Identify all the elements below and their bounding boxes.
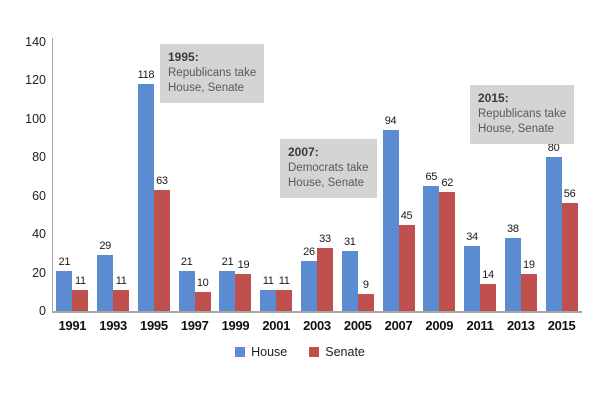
annotation-2015-title: 2015: <box>478 91 509 105</box>
legend: House Senate <box>0 345 600 359</box>
bar-senate-1995 <box>153 189 170 311</box>
bar-house-1999 <box>219 270 236 311</box>
value-label-house-1999: 21 <box>221 255 234 268</box>
x-axis-label-2003: 2003 <box>303 318 331 333</box>
value-label-house-1993: 29 <box>99 240 111 253</box>
bar-senate-1991 <box>72 289 89 311</box>
annotation-2015-line1: Republicans take <box>478 108 567 121</box>
x-axis-label-2013: 2013 <box>506 318 535 333</box>
bar-senate-2005 <box>357 293 374 311</box>
bar-house-2001 <box>260 289 277 311</box>
bar-house-1993 <box>97 255 114 311</box>
x-axis-label-1995: 1995 <box>140 318 168 333</box>
value-label-senate-2013: 19 <box>523 259 535 272</box>
value-label-senate-1993: 11 <box>115 274 127 287</box>
x-axis-label-1997: 1997 <box>180 318 209 333</box>
annotation-1995-line2: House, Senate <box>168 82 245 95</box>
x-axis-line <box>52 311 582 313</box>
value-label-house-2007: 94 <box>384 115 397 128</box>
bar-senate-1997 <box>194 291 211 311</box>
y-axis-tick-label-120: 120 <box>25 73 46 88</box>
x-axis-label-2007: 2007 <box>384 318 413 333</box>
bar-house-1991 <box>56 270 73 311</box>
annotation-1995-line1: Republicans take <box>168 67 257 80</box>
value-label-house-1995: 118 <box>137 69 155 82</box>
x-axis-label-1999: 1999 <box>221 318 250 333</box>
bar-senate-2011 <box>480 284 497 311</box>
bar-house-2007 <box>382 130 399 311</box>
annotation-1995: 1995: Republicans take House, Senate <box>160 44 265 103</box>
annotation-2015-line2: House, Senate <box>478 123 555 136</box>
value-label-senate-2011: 14 <box>482 269 494 282</box>
bar-senate-2001 <box>276 289 293 311</box>
value-label-senate-1997: 10 <box>196 276 209 289</box>
bar-senate-1993 <box>113 289 130 311</box>
annotation-1995-title: 1995: <box>168 50 199 64</box>
value-label-senate-2003: 33 <box>319 232 331 245</box>
bar-house-2015 <box>545 157 562 311</box>
bar-senate-2013 <box>520 274 537 311</box>
value-label-house-2001: 11 <box>262 274 274 287</box>
senate-swatch-icon <box>309 347 320 357</box>
y-axis-tick-label-80: 80 <box>32 150 46 165</box>
value-label-house-2005: 31 <box>343 236 356 249</box>
bar-house-2003 <box>301 261 317 311</box>
y-axis-tick-label-100: 100 <box>25 111 46 126</box>
annotation-2007-title: 2007: <box>288 145 319 159</box>
value-label-house-2015: 80 <box>547 142 560 155</box>
annotation-2007: 2007: Democrats take House, Senate <box>280 139 377 198</box>
bar-senate-2007 <box>398 224 415 311</box>
annotation-2007-line2: House, Senate <box>288 177 365 190</box>
value-label-senate-2007: 45 <box>400 209 413 222</box>
annotation-2007-line1: Democrats take <box>288 162 369 175</box>
x-axis-label-1991: 1991 <box>58 318 87 333</box>
value-label-senate-2001: 11 <box>278 274 290 287</box>
value-label-house-2011: 34 <box>466 230 478 243</box>
value-label-house-2013: 38 <box>507 222 519 235</box>
bar-house-2013 <box>504 237 521 311</box>
x-axis-label-2009: 2009 <box>425 318 454 333</box>
legend-label-house: House <box>251 345 288 359</box>
y-axis-tick-label-60: 60 <box>32 188 46 203</box>
x-axis-label-2005: 2005 <box>343 318 372 333</box>
value-label-senate-2009: 62 <box>441 176 454 189</box>
value-label-senate-1999: 19 <box>237 259 250 272</box>
y-axis-tick-label-0: 0 <box>39 304 46 318</box>
bar-senate-2015 <box>561 203 578 311</box>
value-label-house-2009: 65 <box>425 171 438 184</box>
value-label-house-1991: 21 <box>58 255 71 268</box>
value-label-house-1997: 21 <box>180 255 193 268</box>
y-axis-tick-label-20: 20 <box>32 265 46 280</box>
bar-house-1995 <box>137 84 154 311</box>
bar-house-1997 <box>178 270 195 311</box>
x-axis-label-2001: 2001 <box>262 318 291 333</box>
value-label-house-2003: 26 <box>303 246 315 259</box>
bar-house-2011 <box>464 245 481 311</box>
value-label-senate-1995: 63 <box>156 174 168 187</box>
legend-item-senate: Senate <box>309 345 365 359</box>
y-axis-tick-label-40: 40 <box>32 227 46 242</box>
x-axis-label-2015: 2015 <box>547 318 576 333</box>
bar-senate-1999 <box>235 274 252 311</box>
legend-item-house: House <box>235 345 287 359</box>
bar-house-2005 <box>341 251 358 311</box>
bar-senate-2009 <box>439 191 456 311</box>
x-axis-label-2011: 2011 <box>466 318 494 333</box>
value-label-senate-2005: 9 <box>362 278 369 291</box>
bar-house-2009 <box>423 186 440 311</box>
x-axis-label-1993: 1993 <box>99 318 127 333</box>
bar-senate-2003 <box>317 247 333 311</box>
y-axis-line <box>52 38 53 312</box>
annotation-2015: 2015: Republicans take House, Senate <box>470 85 575 144</box>
value-label-senate-2015: 56 <box>563 188 576 201</box>
house-swatch-icon <box>235 347 246 357</box>
value-label-senate-1991: 11 <box>74 274 86 287</box>
legend-label-senate: Senate <box>325 345 365 359</box>
y-axis-tick-label-140: 140 <box>25 35 46 49</box>
